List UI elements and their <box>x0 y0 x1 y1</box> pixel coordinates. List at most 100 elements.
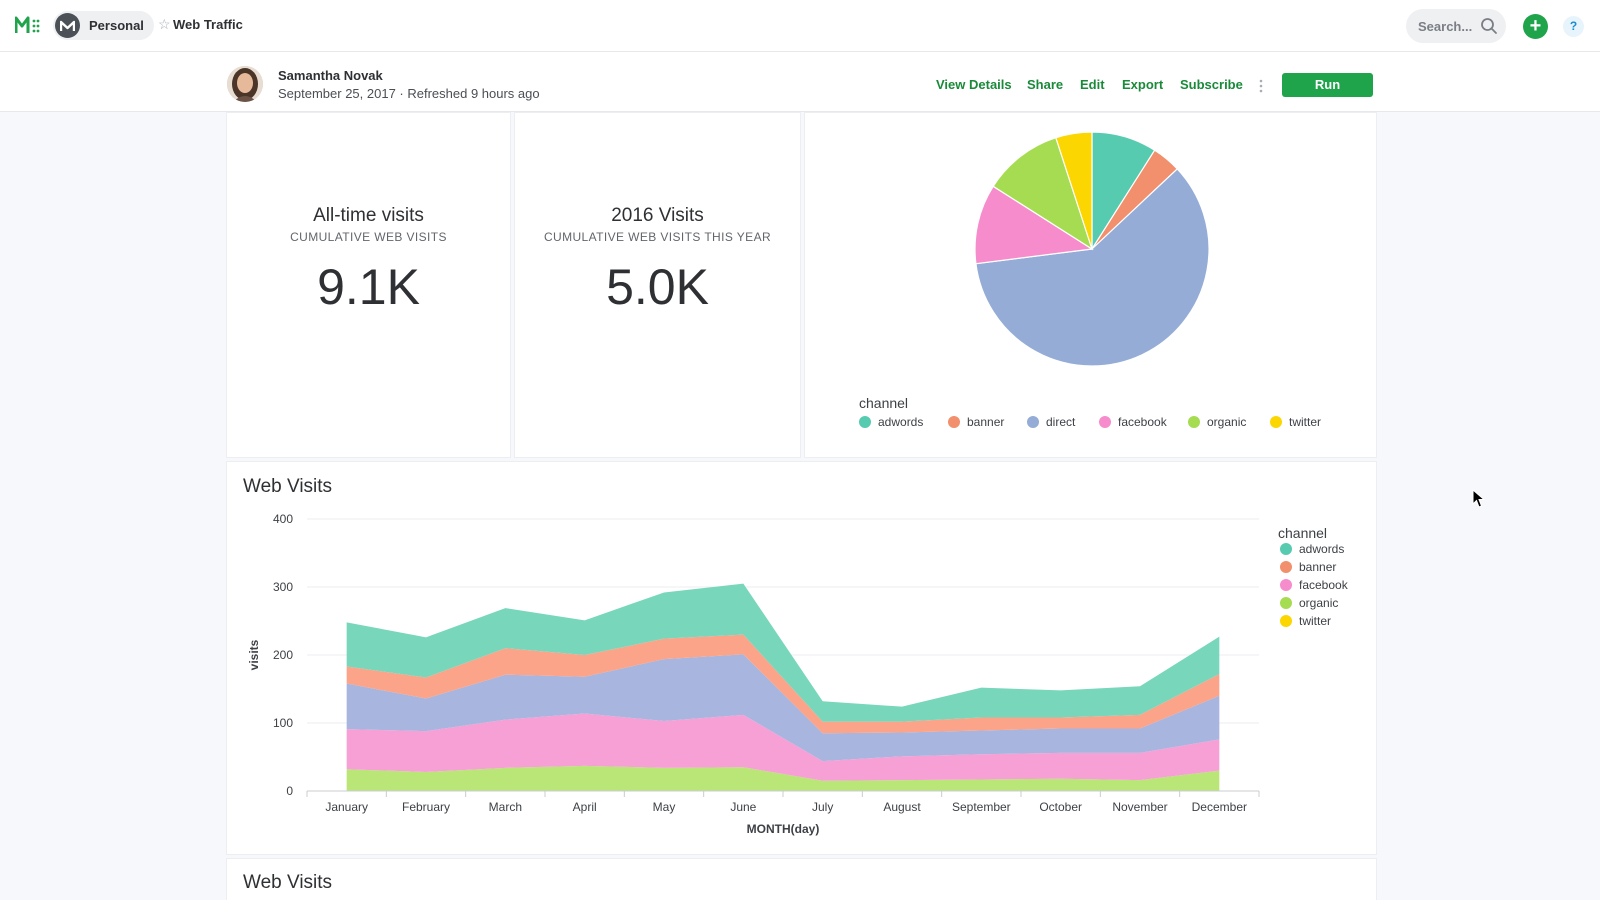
pie-slice-organic[interactable] <box>992 136 1094 251</box>
x-tick-label: May <box>653 800 676 814</box>
area-legend-title: channel <box>1278 525 1328 541</box>
legend-dot <box>1099 416 1111 428</box>
kpi-title: All-time visits <box>313 205 424 226</box>
web-visits-card: Web Visits 0 100 200 300 400 January February M… <box>226 461 1377 855</box>
search-icon <box>1481 18 1497 34</box>
area-series-facebook[interactable] <box>346 654 1220 762</box>
legend-dot <box>1280 543 1292 555</box>
x-tick-label: March <box>489 800 522 814</box>
dashboard-header: Samantha Novak September 25, 2017 · Refr… <box>0 52 1600 112</box>
search-placeholder: Search... <box>1418 18 1473 34</box>
area-legend-item-banner[interactable]: banner <box>1280 560 1336 574</box>
area-legend-item-twitter[interactable]: twitter <box>1280 614 1331 628</box>
area-legend-item-facebook[interactable]: facebook <box>1280 578 1348 592</box>
area-series-organic[interactable] <box>346 713 1220 781</box>
y-tick-label: 100 <box>273 716 293 730</box>
y-tick-label: 200 <box>273 648 293 662</box>
legend-label: facebook <box>1118 415 1167 429</box>
legend-label: banner <box>1299 560 1337 574</box>
x-tick-label: August <box>883 800 921 814</box>
legend-label: adwords <box>878 415 924 429</box>
add-button[interactable]: + <box>1523 14 1548 39</box>
legend-dot <box>948 416 960 428</box>
pie-chart <box>974 131 1210 367</box>
x-tick-label: April <box>573 800 597 814</box>
web-visits-card-2: Web Visits <box>226 858 1377 900</box>
chart-title: Web Visits <box>243 872 333 893</box>
chart-title: Web Visits <box>243 476 333 497</box>
app-logo-icon[interactable] <box>15 15 41 35</box>
legend-label: banner <box>967 415 1005 429</box>
x-tick-label: February <box>402 800 450 814</box>
author-avatar <box>227 66 263 102</box>
legend-dot <box>1188 416 1200 428</box>
page-title: Web Traffic <box>173 17 243 32</box>
space-label: Personal <box>89 18 144 33</box>
space-switcher[interactable]: Personal <box>53 11 154 40</box>
y-axis-title: visits <box>247 639 261 670</box>
x-tick-label: November <box>1112 800 1167 814</box>
area-legend-item-organic[interactable]: organic <box>1280 596 1338 610</box>
stacked-area-chart: 0 100 200 300 400 January February March April Ma… <box>247 512 1260 836</box>
pie-legend-item-facebook[interactable]: facebook <box>1099 415 1167 429</box>
legend-dot <box>1280 579 1292 591</box>
pie-slice-twitter[interactable] <box>1055 131 1093 250</box>
pie-chart-card: channel adwords banner direct facebook organ… <box>804 112 1377 458</box>
top-bar: Personal ☆ Web Traffic Search... + ? <box>0 0 1600 52</box>
x-tick-label: June <box>730 800 756 814</box>
legend-label: facebook <box>1299 578 1348 592</box>
x-tick-label: October <box>1039 800 1082 814</box>
pie-legend-item-twitter[interactable]: twitter <box>1270 415 1321 429</box>
area-series-twitter[interactable] <box>346 765 1220 791</box>
share-link[interactable]: Share <box>1027 77 1064 92</box>
legend-label: adwords <box>1299 542 1345 556</box>
export-link[interactable]: Export <box>1122 77 1164 92</box>
area-legend-item-adwords[interactable]: adwords <box>1280 542 1344 556</box>
kpi-subtitle: CUMULATIVE WEB VISITS <box>290 230 447 244</box>
pie-legend-item-organic[interactable]: organic <box>1188 415 1246 429</box>
legend-label: organic <box>1299 596 1339 610</box>
legend-label: organic <box>1207 415 1247 429</box>
legend-label: twitter <box>1289 415 1322 429</box>
x-tick-label: September <box>952 800 1011 814</box>
edit-link[interactable]: Edit <box>1080 77 1105 92</box>
x-tick-label: January <box>325 800 368 814</box>
help-button[interactable]: ? <box>1563 16 1584 37</box>
pie-slice-direct[interactable] <box>975 168 1210 367</box>
area-series-adwords[interactable] <box>346 583 1220 722</box>
run-button[interactable]: Run <box>1282 73 1373 97</box>
legend-label: twitter <box>1299 614 1332 628</box>
y-tick-label: 400 <box>273 512 293 526</box>
subscribe-link[interactable]: Subscribe <box>1180 77 1243 92</box>
legend-dot <box>1280 561 1292 573</box>
space-avatar-icon <box>55 13 80 38</box>
kpi-card-all-time: All-time visits CUMULATIVE WEB VISITS 9.… <box>226 112 511 458</box>
pie-legend-item-direct[interactable]: direct <box>1027 415 1075 429</box>
y-tick-label: 0 <box>286 784 293 798</box>
pie-legend-item-adwords[interactable]: adwords <box>859 415 923 429</box>
x-axis-title: MONTH(day) <box>747 822 820 836</box>
legend-dot <box>1280 615 1292 627</box>
pie-legend-title: channel <box>859 395 909 411</box>
star-icon[interactable]: ☆ <box>158 16 171 32</box>
kpi-value: 5.0K <box>606 259 709 315</box>
more-options-icon[interactable] <box>1259 79 1263 93</box>
legend-dot <box>1270 416 1282 428</box>
kpi-card-2016: 2016 Visits CUMULATIVE WEB VISITS THIS Y… <box>514 112 801 458</box>
kpi-value: 9.1K <box>317 259 420 315</box>
pie-legend-item-banner[interactable]: banner <box>948 415 1004 429</box>
legend-dot <box>859 416 871 428</box>
view-details-link[interactable]: View Details <box>936 77 1012 92</box>
legend-dot <box>1027 416 1039 428</box>
dashboard-meta: September 25, 2017 · Refreshed 9 hours a… <box>278 86 540 101</box>
kpi-subtitle: CUMULATIVE WEB VISITS THIS YEAR <box>543 230 772 244</box>
pie-slice-facebook[interactable] <box>974 185 1094 265</box>
mouse-cursor-icon <box>1472 489 1486 508</box>
kpi-title: 2016 Visits <box>611 205 704 226</box>
area-series-banner[interactable] <box>346 634 1220 734</box>
legend-dot <box>1280 597 1292 609</box>
x-tick-label: December <box>1192 800 1247 814</box>
legend-label: direct <box>1046 415 1076 429</box>
y-tick-label: 300 <box>273 580 293 594</box>
search-input[interactable]: Search... <box>1406 9 1506 43</box>
